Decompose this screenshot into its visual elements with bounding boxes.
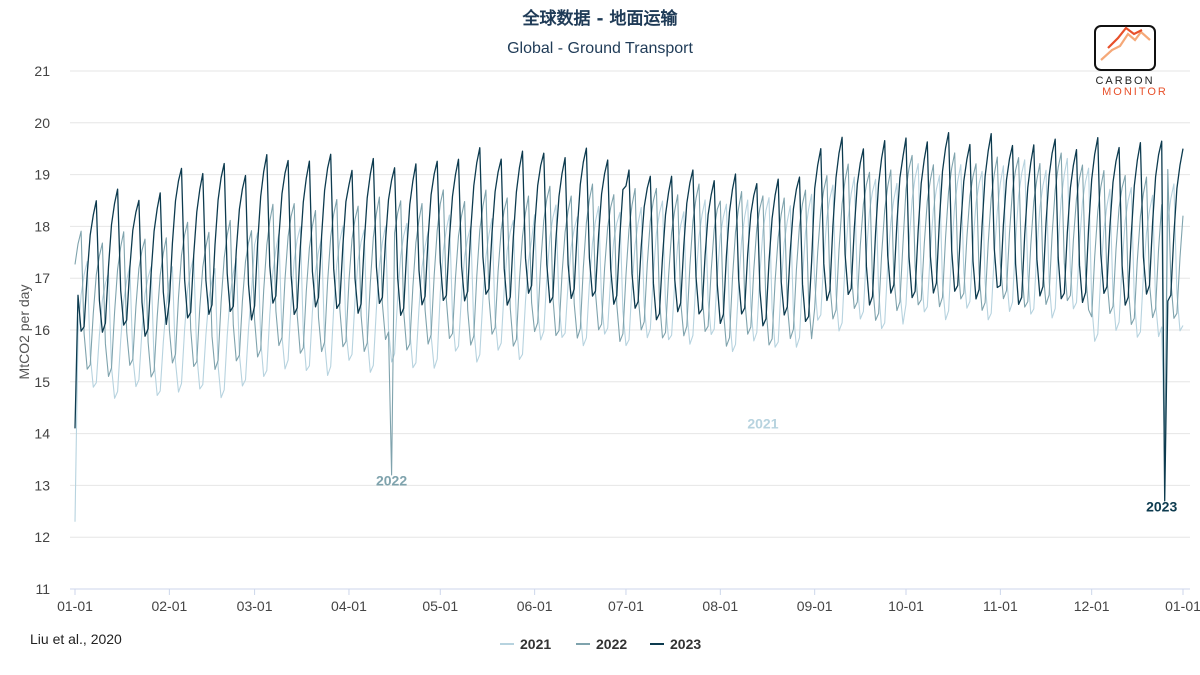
- legend-label: 2021: [520, 636, 551, 652]
- legend-item-2022[interactable]: 2022: [576, 636, 627, 652]
- y-tick-label: 15: [34, 374, 50, 390]
- x-tick-label: 06-01: [517, 598, 553, 614]
- y-tick-label: 17: [34, 270, 50, 286]
- x-tick-label: 04-01: [331, 598, 367, 614]
- series-layer: [74, 131, 1184, 522]
- legend-label: 2023: [670, 636, 701, 652]
- legend-item-2021[interactable]: 2021: [500, 636, 551, 652]
- y-axis-label: MtCO2 per day: [16, 285, 32, 380]
- y-tick-label: 14: [34, 426, 50, 442]
- annotation-2021: 2021: [747, 415, 778, 431]
- y-tick-label: 18: [34, 218, 50, 234]
- credit-text: Liu et al., 2020: [30, 631, 122, 647]
- x-axis-ticks: 01-01 02-01 03-01 04-01 05-01 06-01 07-01 08-01…: [57, 589, 1200, 614]
- legend: 2021 2022 2023: [500, 636, 701, 652]
- logo-trend-line-icon-2: [1107, 26, 1143, 49]
- legend-item-2023[interactable]: 2023: [650, 636, 701, 652]
- y-tick-label: 19: [34, 167, 50, 183]
- y-tick-label: 21: [34, 63, 50, 79]
- carbon-monitor-logo: CARBON MONITOR: [1094, 25, 1168, 98]
- y-tick-label: 16: [34, 322, 50, 338]
- legend-label: 2022: [596, 636, 627, 652]
- annotations: 2021 2022 2023: [376, 415, 1177, 514]
- x-tick-label: 02-01: [151, 598, 187, 614]
- y-tick-label: 13: [34, 477, 50, 493]
- x-tick-label: 05-01: [422, 598, 458, 614]
- chart-subtitle: Global - Ground Transport: [507, 40, 693, 57]
- x-tick-label: 01-01: [57, 598, 93, 614]
- y-tick-label: 12: [34, 529, 50, 545]
- x-tick-label: 10-01: [888, 598, 924, 614]
- annotation-2023: 2023: [1146, 498, 1177, 514]
- logo-top-text: CARBON: [1095, 75, 1154, 87]
- logo-bottom-text: MONITOR: [1102, 86, 1168, 98]
- line-chart-logo-icon: [1094, 25, 1156, 71]
- chart-title: 全球数据 - 地面运输: [522, 8, 679, 29]
- x-tick-label: 11-01: [983, 598, 1018, 614]
- y-axis-ticks: 11 12 13 14 15 16 17 18 19 20 21: [34, 63, 50, 597]
- annotation-2022: 2022: [376, 472, 407, 488]
- x-tick-label: 01-01: [1165, 598, 1200, 614]
- logo-trend-line-icon: [1100, 30, 1151, 61]
- series-line-2022: [74, 152, 1184, 476]
- series-line-2021: [74, 157, 1184, 522]
- x-tick-label: 09-01: [797, 598, 833, 614]
- x-tick-label: 12-01: [1074, 598, 1110, 614]
- x-tick-label: 03-01: [237, 598, 273, 614]
- x-tick-label: 07-01: [608, 598, 644, 614]
- x-tick-label: 08-01: [702, 598, 738, 614]
- y-tick-label: 20: [34, 115, 50, 131]
- series-line-2023: [74, 131, 1184, 502]
- y-tick-label: 11: [35, 581, 50, 597]
